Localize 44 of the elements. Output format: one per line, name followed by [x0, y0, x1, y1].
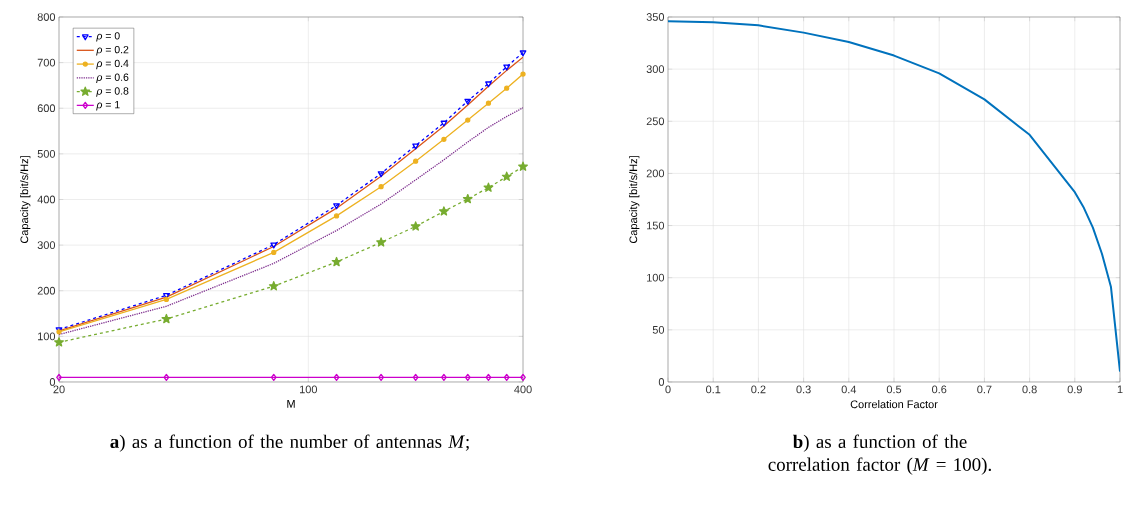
x-tick-label: 0: [665, 385, 671, 394]
x-tick-label: 0.7: [977, 385, 992, 394]
y-tick-label: 0: [49, 378, 56, 386]
y-tick-label: 300: [37, 241, 56, 249]
x-axis-title: Correlation Factor: [850, 400, 938, 409]
legend-label: ρ = 0: [96, 32, 120, 42]
y-tick-label: 400: [37, 195, 56, 204]
x-tick-label: 0.6: [932, 385, 947, 394]
legend-label: ρ = 0.6: [96, 73, 129, 83]
line-series: [668, 20, 1121, 373]
y-axis-title: Capacity [bit/s/Hz]: [629, 156, 640, 244]
y-tick-label: 350: [646, 13, 665, 21]
x-tick-label: 20: [53, 385, 65, 394]
y-tick-label: 600: [37, 104, 56, 113]
y-tick-label: 200: [646, 169, 665, 178]
y-tick-label: 300: [646, 65, 665, 74]
y-tick-label: 50: [652, 325, 665, 334]
x-tick-label: 1: [1117, 385, 1123, 394]
text: b) as a function of the correlation factor (M = 100).: [768, 434, 991, 475]
legend-label: ρ = 0.2: [96, 45, 129, 56]
text: a) as a function of the number of antennas M;: [110, 434, 469, 452]
y-tick-label: 0: [658, 378, 665, 386]
y-tick-label: 250: [646, 117, 665, 126]
y-tick-label: 150: [647, 221, 665, 230]
x-tick-label: 0.1: [706, 385, 721, 394]
y-axis-title: Capacity [bit/s/Hz]: [20, 156, 31, 244]
y-tick-label: 800: [37, 13, 56, 21]
y-tick-label: 100: [38, 332, 56, 341]
x-tick-label: 0.2: [751, 385, 766, 394]
x-tick-label: 100: [299, 385, 318, 394]
x-tick-label: 0.9: [1067, 385, 1082, 394]
y-tick-label: 200: [37, 286, 56, 295]
x-axis-title: M: [287, 400, 295, 408]
legend-label: ρ = 1: [96, 101, 120, 111]
x-tick-label: 0.3: [796, 385, 811, 394]
legend-label: ρ = 0.8: [96, 87, 129, 97]
y-tick-label: 100: [647, 273, 665, 282]
legend-label: ρ = 0.4: [96, 59, 129, 70]
x-tick-label: 0.8: [1022, 385, 1037, 394]
x-tick-label: 400: [514, 385, 532, 394]
y-tick-label: 500: [37, 150, 56, 158]
x-tick-label: 0.5: [886, 385, 902, 394]
y-tick-label: 700: [37, 58, 56, 67]
x-tick-label: 0.4: [841, 385, 857, 394]
